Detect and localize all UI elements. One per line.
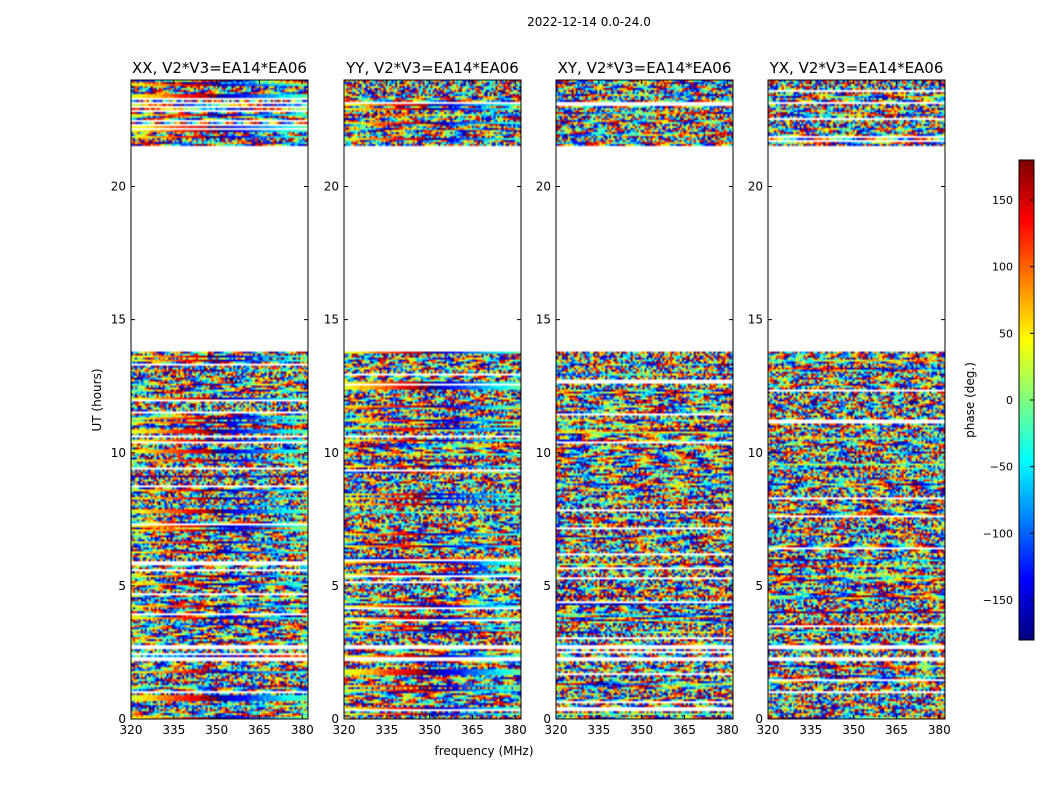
y-axis-label: UT (hours) xyxy=(90,368,104,431)
phase-heatmap xyxy=(131,80,308,719)
colorbar-tick-label: 0 xyxy=(1006,394,1013,407)
x-tick-label: 320 xyxy=(120,723,143,737)
y-tick-label: 5 xyxy=(755,579,763,593)
panel-xy: XY, V2*V3=EA14*EA06 320 335 350 365 380 0 5 10 15… xyxy=(536,59,739,737)
y-tick-label: 15 xyxy=(748,313,763,327)
x-tick-label: 365 xyxy=(673,723,696,737)
colorbar-tick-label: 150 xyxy=(992,194,1013,207)
colorbar-tick-label: −150 xyxy=(983,594,1013,607)
panel-frame xyxy=(555,79,734,720)
x-tick-label: 365 xyxy=(461,723,484,737)
phase-heatmap xyxy=(556,80,733,719)
x-tick-label: 335 xyxy=(162,723,185,737)
x-tick-label: 350 xyxy=(630,723,653,737)
x-tick-label: 335 xyxy=(587,723,610,737)
phase-heatmap xyxy=(344,80,521,719)
x-tick-label: 320 xyxy=(333,723,356,737)
colorbar-tick-label: 50 xyxy=(999,327,1013,340)
y-tick-label: 15 xyxy=(324,313,339,327)
x-tick-label: 365 xyxy=(248,723,271,737)
y-tick-label: 20 xyxy=(536,180,551,194)
panel-title: XX, V2*V3=EA14*EA06 xyxy=(132,59,307,77)
y-tick-label: 15 xyxy=(111,313,126,327)
phase-heatmap xyxy=(768,80,945,719)
colorbar-label: phase (deg.) xyxy=(963,362,977,438)
y-tick-label: 10 xyxy=(111,446,126,460)
x-tick-label: 365 xyxy=(885,723,908,737)
x-tick-label: 350 xyxy=(205,723,228,737)
panel-title: XY, V2*V3=EA14*EA06 xyxy=(558,59,732,77)
colorbar-tick-label: 100 xyxy=(992,261,1013,274)
panel-title: YX, V2*V3=EA14*EA06 xyxy=(769,59,944,77)
x-axis-label: frequency (MHz) xyxy=(434,744,533,758)
panel-title: YY, V2*V3=EA14*EA06 xyxy=(345,59,519,77)
y-tick-label: 5 xyxy=(118,579,126,593)
y-tick-label: 20 xyxy=(111,180,126,194)
y-tick-label: 20 xyxy=(324,180,339,194)
colorbar-gradient xyxy=(1019,160,1034,640)
y-tick-label: 0 xyxy=(543,712,551,726)
x-tick-label: 350 xyxy=(418,723,441,737)
y-tick-label: 10 xyxy=(324,446,339,460)
panels-group: XX, V2*V3=EA14*EA06 320 335 350 365 380 0 5 10 15… xyxy=(111,59,951,737)
x-tick-label: 380 xyxy=(291,723,314,737)
colorbar: −150 −100 −50 0 50 100 150 xyxy=(983,159,1035,641)
panel-frame xyxy=(343,79,522,720)
panel-xx: XX, V2*V3=EA14*EA06 320 335 350 365 380 0 5 10 15… xyxy=(111,59,314,737)
y-tick-label: 15 xyxy=(536,313,551,327)
y-tick-label: 0 xyxy=(755,712,763,726)
panel-frame xyxy=(767,79,946,720)
x-tick-label: 335 xyxy=(375,723,398,737)
x-tick-label: 320 xyxy=(545,723,568,737)
panel-yy: YY, V2*V3=EA14*EA06 320 335 350 365 380 0 5 10 15… xyxy=(324,59,527,737)
figure-title: 2022-12-14 0.0-24.0 xyxy=(527,15,651,29)
panel-yx: YX, V2*V3=EA14*EA06 320 335 350 365 380 0 5 10 15… xyxy=(748,59,951,737)
y-tick-label: 10 xyxy=(536,446,551,460)
x-tick-label: 380 xyxy=(716,723,739,737)
panel-frame xyxy=(130,79,309,720)
x-tick-label: 320 xyxy=(757,723,780,737)
y-tick-label: 0 xyxy=(118,712,126,726)
x-tick-label: 335 xyxy=(799,723,822,737)
y-tick-label: 0 xyxy=(331,712,339,726)
x-tick-label: 380 xyxy=(928,723,951,737)
y-tick-label: 5 xyxy=(543,579,551,593)
colorbar-tick-label: −50 xyxy=(990,461,1013,474)
x-tick-label: 380 xyxy=(504,723,527,737)
y-tick-label: 10 xyxy=(748,446,763,460)
y-tick-label: 20 xyxy=(748,180,763,194)
colorbar-tick-label: −100 xyxy=(983,527,1013,540)
x-tick-label: 350 xyxy=(842,723,865,737)
y-tick-label: 5 xyxy=(331,579,339,593)
